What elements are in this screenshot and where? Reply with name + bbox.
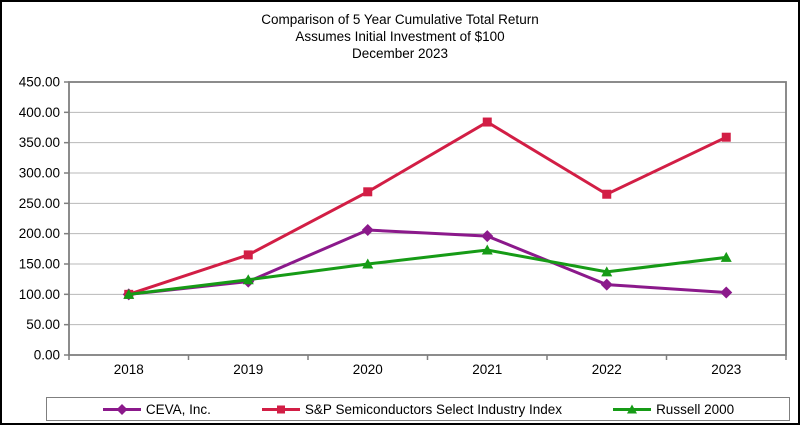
- legend-square-marker-icon: [261, 405, 300, 413]
- legend: CEVA, Inc. S&P Semiconductors Select Ind…: [46, 397, 790, 421]
- legend-marker: [276, 405, 285, 413]
- y-axis-label: 150.00: [19, 257, 60, 272]
- x-axis-label: 2022: [592, 362, 622, 377]
- chart-title-line2: Assumes Initial Investment of $100: [295, 29, 505, 44]
- chart-title-line1: Comparison of 5 Year Cumulative Total Re…: [261, 12, 539, 27]
- y-axis-label: 250.00: [19, 196, 60, 211]
- x-axis-label: 2023: [711, 362, 741, 377]
- data-point-marker: [481, 230, 494, 243]
- y-axis-label: 200.00: [19, 226, 60, 241]
- data-point-marker: [482, 117, 492, 127]
- plot-area: [69, 82, 786, 355]
- legend-marker: [627, 404, 638, 413]
- chart-title-line3: December 2023: [351, 46, 449, 61]
- series-line-2: [128, 248, 727, 296]
- data-point-marker: [602, 189, 612, 199]
- series-line-1: [128, 120, 727, 296]
- legend-label-ceva: CEVA, Inc.: [145, 401, 211, 417]
- legend-label-russell-2000: Russell 2000: [656, 401, 735, 417]
- data-point-marker: [242, 274, 254, 285]
- data-point-marker: [362, 258, 374, 269]
- legend-triangle-marker-icon: [613, 404, 652, 413]
- x-axis-label: 2020: [353, 362, 383, 377]
- x-axis-label: 2019: [233, 362, 263, 377]
- legend-item-sp-semiconductors: S&P Semiconductors Select Industry Index: [261, 402, 562, 417]
- legend-item-ceva: CEVA, Inc.: [102, 402, 211, 417]
- data-point-marker: [601, 266, 613, 277]
- legend-marker: [116, 403, 128, 415]
- y-axis-label: 100.00: [19, 287, 60, 302]
- data-point-marker: [600, 278, 613, 291]
- legend-label-sp-semiconductors: S&P Semiconductors Select Industry Index: [304, 401, 563, 417]
- y-axis-label: 350.00: [19, 135, 60, 150]
- legend-item-russell-2000: Russell 2000: [612, 402, 734, 417]
- series-line-0: [128, 228, 727, 296]
- y-axis-label: 400.00: [19, 105, 60, 120]
- plot-frame: [68, 81, 787, 356]
- data-point-marker: [720, 251, 732, 262]
- plot-svg: 0.00 50.00 100.00 150.00 200.00 250.00 300.00 3…: [19, 75, 787, 377]
- data-point-marker: [720, 286, 733, 299]
- x-axis-label: 2021: [472, 362, 502, 377]
- data-point-marker: [123, 288, 135, 299]
- y-axis-label: 300.00: [19, 166, 60, 181]
- y-axis-label: 50.00: [26, 317, 60, 332]
- y-axis-label: 0.00: [34, 348, 60, 363]
- y-axis-label: 450.00: [19, 75, 60, 90]
- legend-diamond-marker-icon: [102, 403, 141, 415]
- chart-title: Comparison of 5 Year Cumulative Total Re…: [2, 11, 798, 62]
- data-point-marker: [361, 224, 374, 237]
- data-point-marker: [243, 250, 253, 260]
- data-point-marker: [721, 132, 731, 142]
- x-axis-label: 2018: [114, 362, 144, 377]
- data-point-marker: [363, 187, 373, 197]
- data-point-marker: [481, 244, 493, 255]
